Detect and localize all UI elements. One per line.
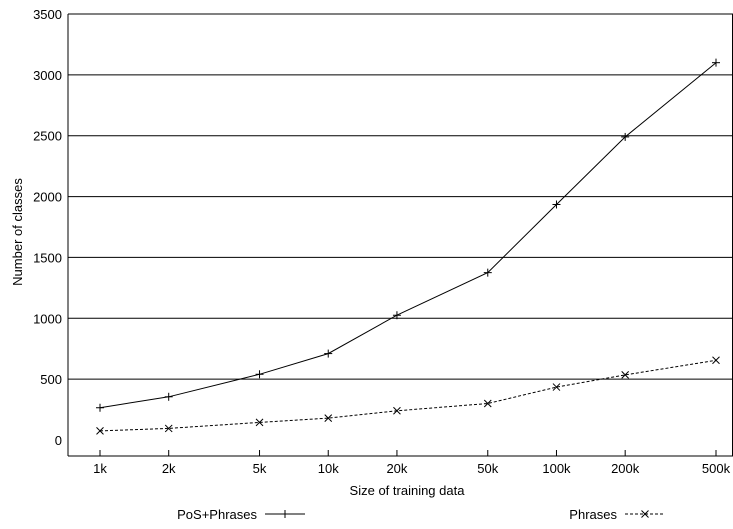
- data-point: [712, 356, 720, 365]
- data-point: [255, 370, 264, 379]
- series-line-pos-phrases: [99, 62, 717, 409]
- y-tick-label: 0: [55, 433, 62, 448]
- data-point: [324, 414, 333, 422]
- x-tick-label: 200k: [611, 461, 640, 476]
- series-line-phrases: [99, 359, 717, 432]
- legend-marker: [641, 510, 649, 518]
- data-point: [255, 418, 264, 427]
- data-point: [164, 424, 173, 433]
- data-point: [164, 392, 173, 401]
- data-point: [621, 132, 630, 141]
- data-point: [621, 371, 630, 379]
- x-tick-label: 1k: [93, 461, 107, 476]
- gridlines: [68, 13, 733, 380]
- x-tick-label: 5k: [253, 461, 267, 476]
- y-tick-label: 2500: [33, 129, 62, 144]
- x-axis-label: Size of training data: [350, 483, 466, 498]
- data-point: [483, 268, 492, 277]
- legend-label: Phrases: [569, 507, 617, 522]
- data-point: [96, 403, 104, 412]
- x-tick-label: 20k: [386, 461, 407, 476]
- data-point: [483, 399, 492, 408]
- y-tick-label: 1500: [33, 250, 62, 265]
- data-point: [96, 427, 104, 435]
- y-tick-labels: 0 500 1000 1500 2000 2500 3000 3500: [33, 7, 62, 448]
- data-point: [393, 406, 401, 415]
- data-point: [712, 58, 720, 67]
- y-tick-label: 500: [40, 372, 62, 387]
- y-axis-label: Number of classes: [10, 178, 25, 286]
- legend-marker: [281, 510, 289, 518]
- x-tick-label: 10k: [318, 461, 339, 476]
- y-tick-label: 3500: [33, 7, 62, 22]
- data-point: [324, 349, 333, 358]
- y-tick-label: 3000: [33, 68, 62, 83]
- legend: PoS+Phrases Phrases: [177, 507, 665, 522]
- data-point: [552, 383, 561, 391]
- y-tick-label: 2000: [33, 190, 62, 205]
- x-tick-labels: 1k 2k 5k 10k 20k 50k 100k 200k 500k: [93, 461, 730, 476]
- legend-label: PoS+Phrases: [177, 507, 257, 522]
- y-tick-label: 1000: [33, 311, 62, 326]
- series: [96, 58, 720, 435]
- x-tick-label: 100k: [542, 461, 571, 476]
- axes: [67, 13, 733, 457]
- data-point: [392, 311, 401, 320]
- x-tick-label: 50k: [477, 461, 498, 476]
- data-point: [552, 200, 561, 209]
- x-tick-label: 500k: [702, 461, 731, 476]
- x-tick-label: 2k: [162, 461, 176, 476]
